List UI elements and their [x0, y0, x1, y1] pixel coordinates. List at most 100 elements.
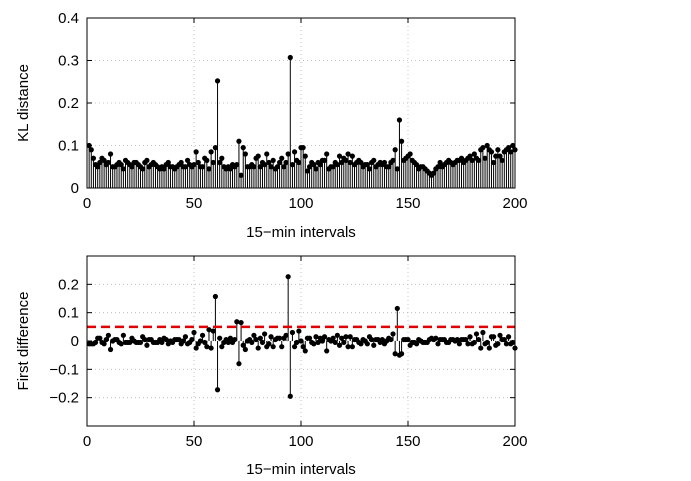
data-point	[405, 336, 411, 343]
data-point	[364, 341, 370, 347]
data-point	[140, 166, 146, 172]
data-point	[332, 339, 338, 346]
data-point	[495, 341, 501, 347]
data-point	[413, 162, 420, 168]
data-series	[86, 274, 518, 399]
data-point	[204, 344, 210, 350]
data-point	[339, 159, 345, 166]
data-point	[287, 393, 293, 399]
data-point	[238, 319, 244, 326]
data-point	[266, 159, 272, 166]
data-point	[476, 157, 482, 163]
data-point	[467, 334, 473, 340]
x-tick-label: 150	[395, 433, 420, 450]
data-point	[120, 166, 126, 172]
data-point	[317, 162, 323, 168]
data-point	[234, 319, 240, 325]
data-point	[206, 327, 212, 333]
data-point	[313, 334, 319, 340]
data-point	[313, 166, 319, 172]
data-point	[388, 336, 394, 343]
data-point	[315, 339, 321, 346]
data-point	[255, 345, 261, 351]
data-point	[159, 339, 165, 346]
data-point	[193, 345, 199, 351]
data-point	[129, 164, 135, 170]
data-point	[505, 145, 512, 151]
data-point	[289, 329, 296, 336]
data-point	[219, 155, 225, 161]
data-point	[210, 328, 216, 334]
data-point	[456, 341, 462, 347]
data-point	[90, 155, 97, 161]
data-point	[208, 149, 214, 155]
data-point	[206, 166, 212, 172]
data-point	[345, 344, 351, 350]
data-point	[493, 153, 499, 159]
data-point	[212, 293, 218, 300]
data-point	[227, 335, 233, 341]
x-tick-labels: 0 50 100 150 200	[83, 433, 528, 450]
y-axis-label: KL distance	[15, 64, 32, 142]
data-point	[300, 344, 306, 350]
first-difference-panel: 0 50 100 150 200 −0.2 −0.1 0 0.1 0.2 15−min inte…	[15, 255, 528, 478]
data-point	[285, 151, 291, 157]
data-point	[339, 335, 345, 341]
data-point	[193, 149, 199, 155]
data-point	[484, 142, 490, 149]
y-tick-label: 0.1	[58, 305, 79, 322]
data-point	[279, 155, 285, 161]
data-point	[259, 339, 266, 346]
data-point	[101, 341, 107, 347]
data-point	[394, 166, 400, 172]
data-point	[336, 153, 343, 159]
y-tick-label: 0.3	[58, 53, 79, 70]
data-point	[358, 341, 364, 347]
data-point	[336, 342, 343, 348]
data-point	[240, 145, 246, 151]
data-point	[88, 147, 94, 153]
data-point	[287, 54, 293, 61]
data-point	[484, 339, 490, 346]
data-point	[291, 149, 298, 155]
data-point	[277, 159, 283, 166]
data-point	[191, 329, 197, 336]
data-point	[165, 159, 171, 166]
data-point	[497, 153, 503, 159]
data-point	[214, 78, 221, 84]
data-point	[386, 164, 392, 170]
data-point	[210, 159, 216, 166]
data-point	[127, 339, 133, 346]
data-point	[144, 157, 150, 163]
data-point	[435, 164, 441, 170]
x-tick-label: 50	[186, 433, 203, 450]
data-point	[191, 162, 197, 168]
data-point	[268, 334, 274, 340]
data-point	[266, 341, 272, 347]
data-point	[321, 157, 328, 163]
data-point	[343, 157, 349, 163]
data-point	[118, 162, 124, 168]
data-point	[176, 336, 182, 343]
data-point	[491, 159, 497, 166]
data-point	[105, 159, 111, 166]
data-point	[381, 159, 388, 166]
x-tick-label: 200	[502, 195, 527, 212]
data-point	[142, 336, 148, 343]
data-point	[369, 336, 375, 343]
data-point	[341, 339, 347, 346]
data-point	[283, 332, 289, 338]
data-point	[107, 151, 114, 157]
data-point	[364, 162, 370, 168]
data-point	[277, 335, 283, 341]
data-point	[396, 117, 403, 123]
data-point	[343, 334, 349, 340]
gridlines	[87, 18, 515, 188]
data-point	[503, 341, 510, 347]
data-point	[285, 274, 291, 280]
data-point	[202, 339, 208, 346]
data-point	[302, 348, 308, 354]
data-point	[270, 157, 276, 163]
data-point	[214, 387, 221, 393]
